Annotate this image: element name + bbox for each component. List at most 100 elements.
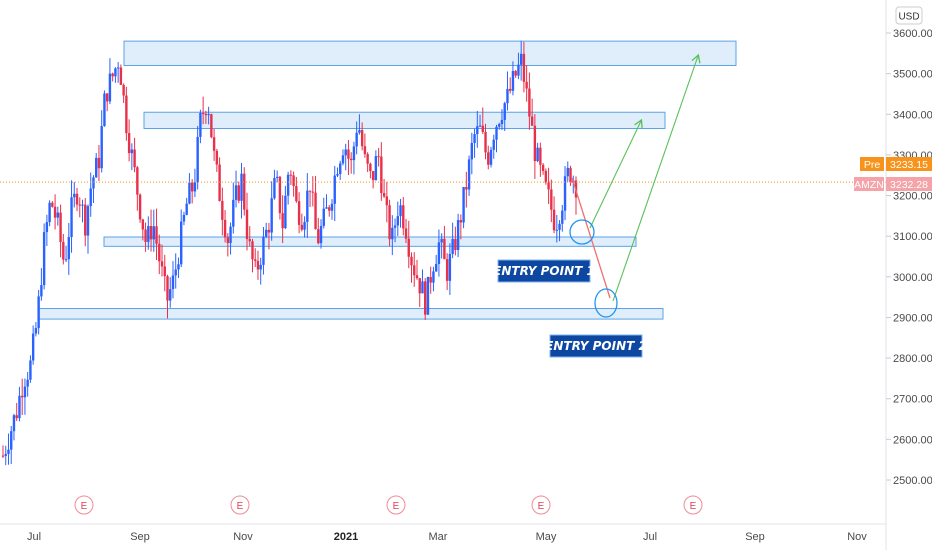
candle-body (95, 157, 98, 178)
x-tick-label: Jul (27, 531, 41, 543)
candle-body (169, 289, 172, 301)
earnings-marker (683, 495, 703, 515)
candle-body (536, 147, 539, 162)
candle-body (402, 205, 405, 229)
candle-body (465, 186, 468, 190)
candle-body (18, 395, 21, 419)
y-tick-label: 2900.00 (893, 312, 932, 324)
candle-body (552, 209, 556, 231)
candle-body (344, 149, 347, 156)
candle-body (314, 192, 317, 230)
candle-body (237, 185, 240, 201)
price-zone (37, 308, 664, 320)
candle-body (114, 68, 117, 77)
candle-body (404, 228, 408, 239)
candle-body (426, 276, 430, 315)
candle-body (495, 126, 498, 140)
candle-body (385, 196, 389, 206)
candle-body (73, 193, 76, 198)
candle-body (92, 177, 95, 189)
candle-body (424, 281, 427, 315)
earnings-marker-letter: E (237, 501, 244, 512)
up-projection-arrow-2 (612, 56, 698, 302)
candle-body (20, 395, 24, 398)
candle-body (462, 186, 465, 223)
y-tick-label: 2700.00 (893, 394, 932, 406)
candle-body (317, 229, 320, 244)
x-tick-label: Jul (643, 531, 657, 543)
candle-body (196, 136, 199, 183)
candle-body (51, 202, 54, 207)
candle-body (136, 167, 139, 195)
candle-body (519, 53, 523, 65)
candle-body (333, 175, 336, 204)
candle-body (100, 126, 103, 169)
candle-body (204, 113, 208, 116)
candle-body (122, 84, 125, 96)
candle-body (297, 201, 301, 225)
y-axis: 3600.003500.003400.003300.003200.003100.… (886, 28, 932, 487)
candle-body (37, 296, 40, 329)
candle-body (256, 260, 260, 270)
candle-body (229, 226, 232, 244)
candle-body (289, 174, 293, 176)
candle-body (407, 238, 410, 257)
candle-body (306, 190, 309, 222)
candle-body (275, 176, 279, 178)
candle-body (369, 163, 372, 172)
candle-body (311, 191, 315, 193)
candle-body (64, 259, 68, 261)
candle-body (105, 93, 109, 102)
candle-body (7, 449, 10, 454)
candle-body (396, 216, 399, 226)
currency-badge[interactable]: USD (895, 6, 923, 25)
candle-body (177, 264, 180, 270)
candle-body (478, 125, 482, 127)
earnings-marker (74, 495, 94, 515)
currency-badge-box (895, 6, 923, 25)
earnings-marker-letter: E (393, 501, 400, 512)
candle-body (459, 220, 463, 223)
y-tick-label: 3500.00 (893, 69, 932, 81)
x-axis: Jul Sep Nov 2021 Mar May Jul Sep Nov (27, 531, 867, 543)
candle-body (434, 263, 438, 272)
candle-body (489, 149, 493, 165)
candle-body (53, 206, 57, 218)
entry-point-2-bg (550, 335, 642, 357)
candle-body (322, 208, 325, 226)
candle-body (270, 198, 273, 233)
up-projection-arrow-1 (589, 121, 641, 229)
candle-body (234, 185, 238, 200)
price-zone (103, 236, 637, 247)
candle-body (393, 225, 397, 228)
candle-body (174, 269, 177, 276)
candle-body (23, 386, 27, 398)
candle-body (251, 241, 254, 260)
candle-body (555, 229, 559, 231)
candle-body (358, 130, 361, 133)
candle-body (81, 204, 84, 206)
candle-body (399, 205, 402, 217)
candle-body (193, 182, 197, 192)
candle-body (380, 156, 383, 194)
candle-body (56, 212, 60, 218)
candle-body (215, 150, 219, 165)
candle-body (355, 132, 358, 147)
candle-body (539, 147, 542, 165)
candle-body (111, 73, 114, 77)
entry-point-2-label: ENTRY POINT 2 (545, 334, 647, 358)
candle-body (360, 130, 364, 147)
candle-body (147, 226, 150, 242)
candle-body (103, 93, 106, 127)
candle-body (188, 182, 191, 204)
x-tick-label: Mar (429, 531, 448, 543)
candle-body (484, 131, 487, 153)
candle-body (149, 226, 153, 240)
entry-point-2-border (549, 334, 643, 358)
amzn-tag-label-bg (854, 177, 884, 191)
price-zone (123, 40, 737, 67)
amzn-price-tag: AMZN 3232.28 (854, 177, 932, 191)
entry-point-1-text: ENTRY POINT 1 (493, 264, 595, 278)
candle-body (473, 134, 476, 144)
